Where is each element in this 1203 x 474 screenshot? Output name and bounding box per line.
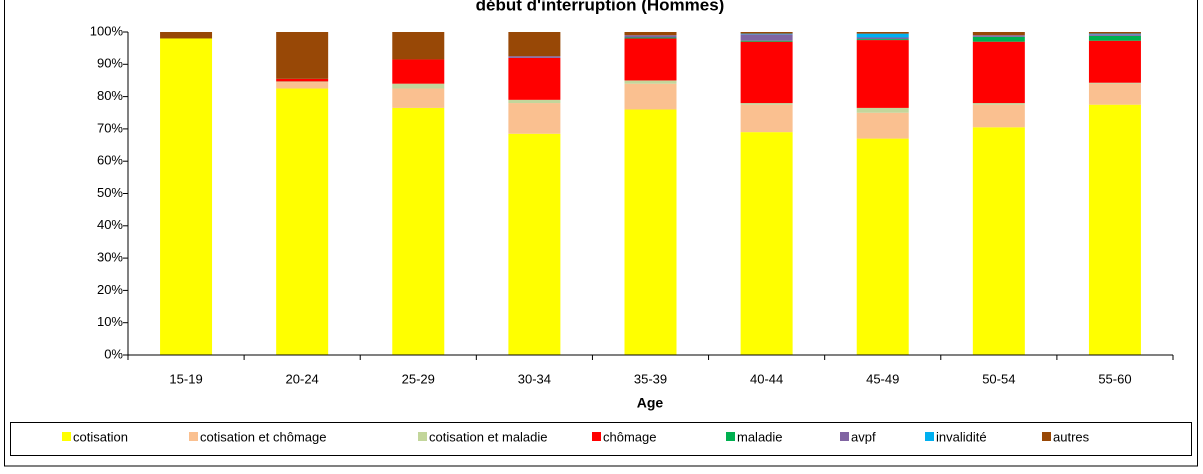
bar-segment xyxy=(1088,82,1141,84)
bar-segment xyxy=(972,41,1025,104)
bar-segment xyxy=(624,80,677,84)
bar-segment xyxy=(972,127,1025,355)
bar-segment xyxy=(392,32,445,60)
bar-segment xyxy=(972,104,1025,128)
legend-swatch xyxy=(62,432,71,441)
bar-segment xyxy=(392,83,445,89)
bar-segment xyxy=(856,112,909,139)
legend-swatch xyxy=(592,432,601,441)
bar-segment xyxy=(508,57,561,100)
x-tick-label: 15-19 xyxy=(169,371,202,386)
legend-label: cotisation et maladie xyxy=(429,429,548,444)
bar-segment xyxy=(508,32,561,57)
bar-segment xyxy=(856,39,909,41)
bar-segment xyxy=(1088,40,1141,83)
y-tick-label: 10% xyxy=(97,314,123,329)
bar-segment xyxy=(160,32,213,39)
bar-segment xyxy=(1088,83,1141,105)
y-tick-label: 20% xyxy=(97,282,123,297)
bar-segment xyxy=(276,78,329,82)
bar-segment xyxy=(740,104,793,133)
legend-swatch xyxy=(726,432,735,441)
bar-segment xyxy=(972,103,1025,105)
bar-segment xyxy=(1088,32,1141,34)
legend-swatch xyxy=(1042,432,1051,441)
bar-segment xyxy=(508,99,561,104)
x-tick-label: 50-54 xyxy=(982,371,1015,386)
legend-label: invalidité xyxy=(936,429,987,444)
bar-segment xyxy=(276,81,329,83)
x-axis-title: Age xyxy=(637,395,664,411)
bar-segment xyxy=(972,36,1025,42)
legend-label: chômage xyxy=(603,429,656,444)
bar-segment xyxy=(740,132,793,355)
legend-swatch xyxy=(189,432,198,441)
bar-segment xyxy=(1088,104,1141,355)
bar-segment xyxy=(276,82,329,89)
legend-label: avpf xyxy=(851,429,876,444)
y-tick-label: 30% xyxy=(97,250,123,265)
bar-segment xyxy=(740,34,793,41)
bar-segment xyxy=(856,138,909,355)
bar-segment xyxy=(740,103,793,105)
y-tick-label: 60% xyxy=(97,153,123,168)
x-tick-label: 25-29 xyxy=(402,371,435,386)
bar-segment xyxy=(740,40,793,42)
bar-segment xyxy=(972,35,1025,37)
y-tick-label: 100% xyxy=(90,23,124,38)
bar-segment xyxy=(508,56,561,58)
bar-segment xyxy=(508,133,561,355)
x-tick-label: 30-34 xyxy=(518,371,551,386)
y-tick-label: 50% xyxy=(97,185,123,200)
bar-segment xyxy=(624,35,677,38)
bar-segment xyxy=(972,32,1025,36)
bar-segment xyxy=(856,107,909,113)
bar-segment xyxy=(276,88,329,356)
legend-swatch xyxy=(925,432,934,441)
bar-segment xyxy=(160,38,213,356)
legend-label: maladie xyxy=(737,429,783,444)
bar-segment xyxy=(856,33,909,38)
bar-segment xyxy=(624,32,677,36)
bar-segment xyxy=(1088,33,1141,35)
bar-segment xyxy=(740,41,793,104)
bar-segment xyxy=(392,88,445,108)
bar-segment xyxy=(740,32,793,34)
bar-segment xyxy=(856,32,909,34)
y-tick-label: 80% xyxy=(97,88,123,103)
bar-segment xyxy=(740,33,793,35)
bar-segment xyxy=(624,38,677,81)
x-tick-label: 40-44 xyxy=(750,371,783,386)
legend-label: cotisation xyxy=(73,429,128,444)
bar-segment xyxy=(392,107,445,355)
legend-label: autres xyxy=(1053,429,1090,444)
x-tick-label: 55-60 xyxy=(1098,371,1131,386)
y-tick-label: 40% xyxy=(97,217,123,232)
bar-segment xyxy=(276,32,329,79)
x-tick-label: 20-24 xyxy=(286,371,319,386)
x-tick-label: 35-39 xyxy=(634,371,667,386)
legend-swatch xyxy=(418,432,427,441)
legend-label: cotisation et chômage xyxy=(200,429,326,444)
bar-segment xyxy=(624,83,677,110)
y-tick-label: 90% xyxy=(97,56,123,71)
bar-segment xyxy=(624,37,677,39)
legend-swatch xyxy=(840,432,849,441)
bar-segment xyxy=(1088,35,1141,41)
chart-title: début d'interruption (Hommes) xyxy=(476,0,725,14)
bar-segment xyxy=(508,103,561,134)
bar-segment xyxy=(856,40,909,108)
bar-segment xyxy=(624,109,677,356)
bar-segment xyxy=(392,59,445,84)
x-tick-label: 45-49 xyxy=(866,371,899,386)
bar-segment xyxy=(1088,34,1141,36)
bar-segment xyxy=(856,37,909,40)
y-tick-label: 0% xyxy=(104,346,123,361)
y-tick-label: 70% xyxy=(97,120,123,135)
